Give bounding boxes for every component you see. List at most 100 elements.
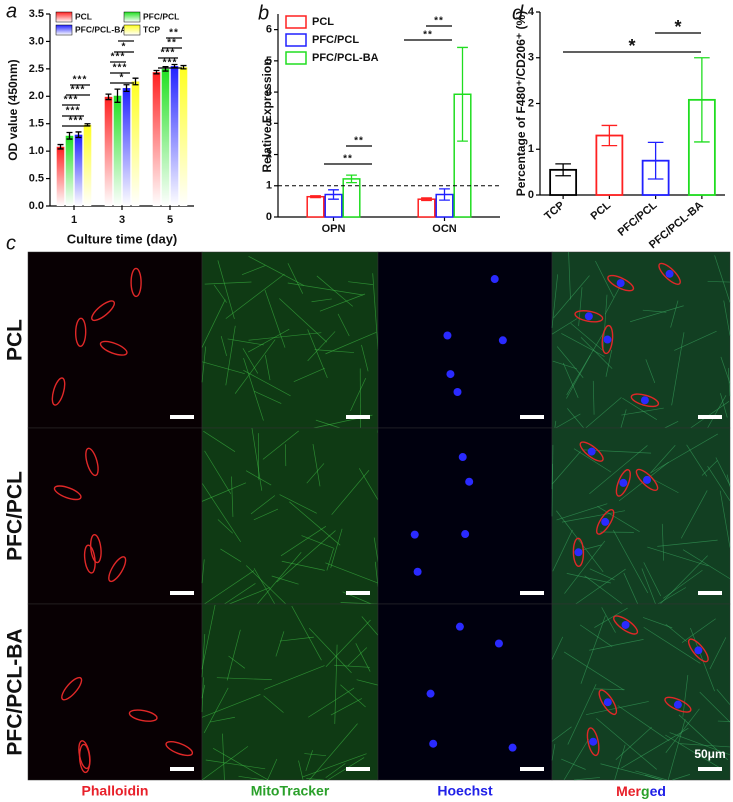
nucleus [589,737,598,746]
micrograph [551,427,731,605]
significance-label: *** [73,75,88,86]
merged-label-part: g [641,783,650,799]
fiber [238,775,265,781]
fiber [293,367,325,382]
fiber [334,644,338,724]
fiber [594,607,628,628]
error-bar [132,77,139,86]
legend-swatch [123,11,141,23]
fiber [201,604,216,670]
fiber [306,463,325,484]
fiber [699,691,731,723]
cell [574,310,604,323]
significance-label: ** [423,30,433,41]
nucleus [429,739,438,748]
fiber [567,684,597,745]
legend-swatch [285,51,307,65]
x-axis-title: Culture time (day) [67,231,178,246]
fiber [690,401,730,429]
scale-bar [346,591,370,595]
fiber [325,619,371,667]
fiber [334,664,370,668]
fiber [669,732,731,756]
fiber [217,519,233,534]
nucleus [446,370,455,379]
fiber [250,495,276,515]
cell [74,317,87,347]
fiber [604,284,622,315]
error-bar [421,197,432,202]
nucleus [643,475,652,484]
error-bar [114,88,121,103]
fiber [563,738,589,781]
fiber [612,529,649,594]
y-tick-label: 1.0 [29,145,44,157]
fiber [553,275,590,318]
panel-label: c [6,232,16,254]
error-bar [310,195,321,199]
fiber [241,265,266,276]
significance-label: ** [434,16,444,27]
y-tick-label: 1.5 [29,118,44,130]
fiber [601,607,616,633]
significance-label: *** [161,48,176,59]
bar [161,68,170,206]
fiber [551,636,564,660]
x-tick-label: OPN [322,223,346,235]
micrograph [551,251,731,429]
fiber [264,665,325,690]
fiber [678,714,729,761]
fiber [201,634,206,678]
fiber [204,570,255,605]
fiber [276,530,336,583]
cell [85,447,99,477]
nucleus [616,279,625,288]
fiber [315,419,341,429]
y-tick-label: 4 [528,6,535,18]
y-tick-label: 0.5 [29,172,44,184]
error-bar [123,84,130,92]
nucleus [465,477,474,486]
fiber [202,361,245,375]
fiber [361,616,379,636]
micrograph [27,251,203,429]
fiber [204,450,232,494]
panel-label: d [512,2,524,24]
fiber [584,575,623,605]
fiber [222,733,225,781]
fiber [253,390,282,404]
row-label: PFC/PCL-BA [4,628,27,755]
error-bar [601,124,618,147]
fiber [674,330,717,351]
fiber [224,583,256,605]
scale-bar [346,767,370,771]
nucleus [453,388,462,397]
fiber [228,655,246,669]
fiber [716,689,731,705]
fiber [337,313,350,337]
fiber [578,287,583,326]
fiber [555,413,581,429]
fiber [302,753,367,778]
scale-bar [520,591,544,595]
fiber [202,483,241,543]
significance-label: *** [111,52,126,63]
y-tick-label: 0 [266,211,272,223]
fiber [201,559,205,584]
panel-label: b [258,2,269,24]
bar [687,98,716,196]
error-bar [328,189,339,200]
fiber [298,760,304,781]
fiber [229,587,271,605]
cell [664,696,692,713]
fiber [573,448,612,473]
fiber [596,718,657,770]
fiber [331,470,370,515]
fiber [279,494,317,514]
merged-label-part: ed [650,783,666,799]
fiber [245,565,287,605]
column-label: MitoTracker [251,783,330,799]
fiber [262,430,299,460]
fiber [595,260,615,298]
fiber [551,274,559,328]
